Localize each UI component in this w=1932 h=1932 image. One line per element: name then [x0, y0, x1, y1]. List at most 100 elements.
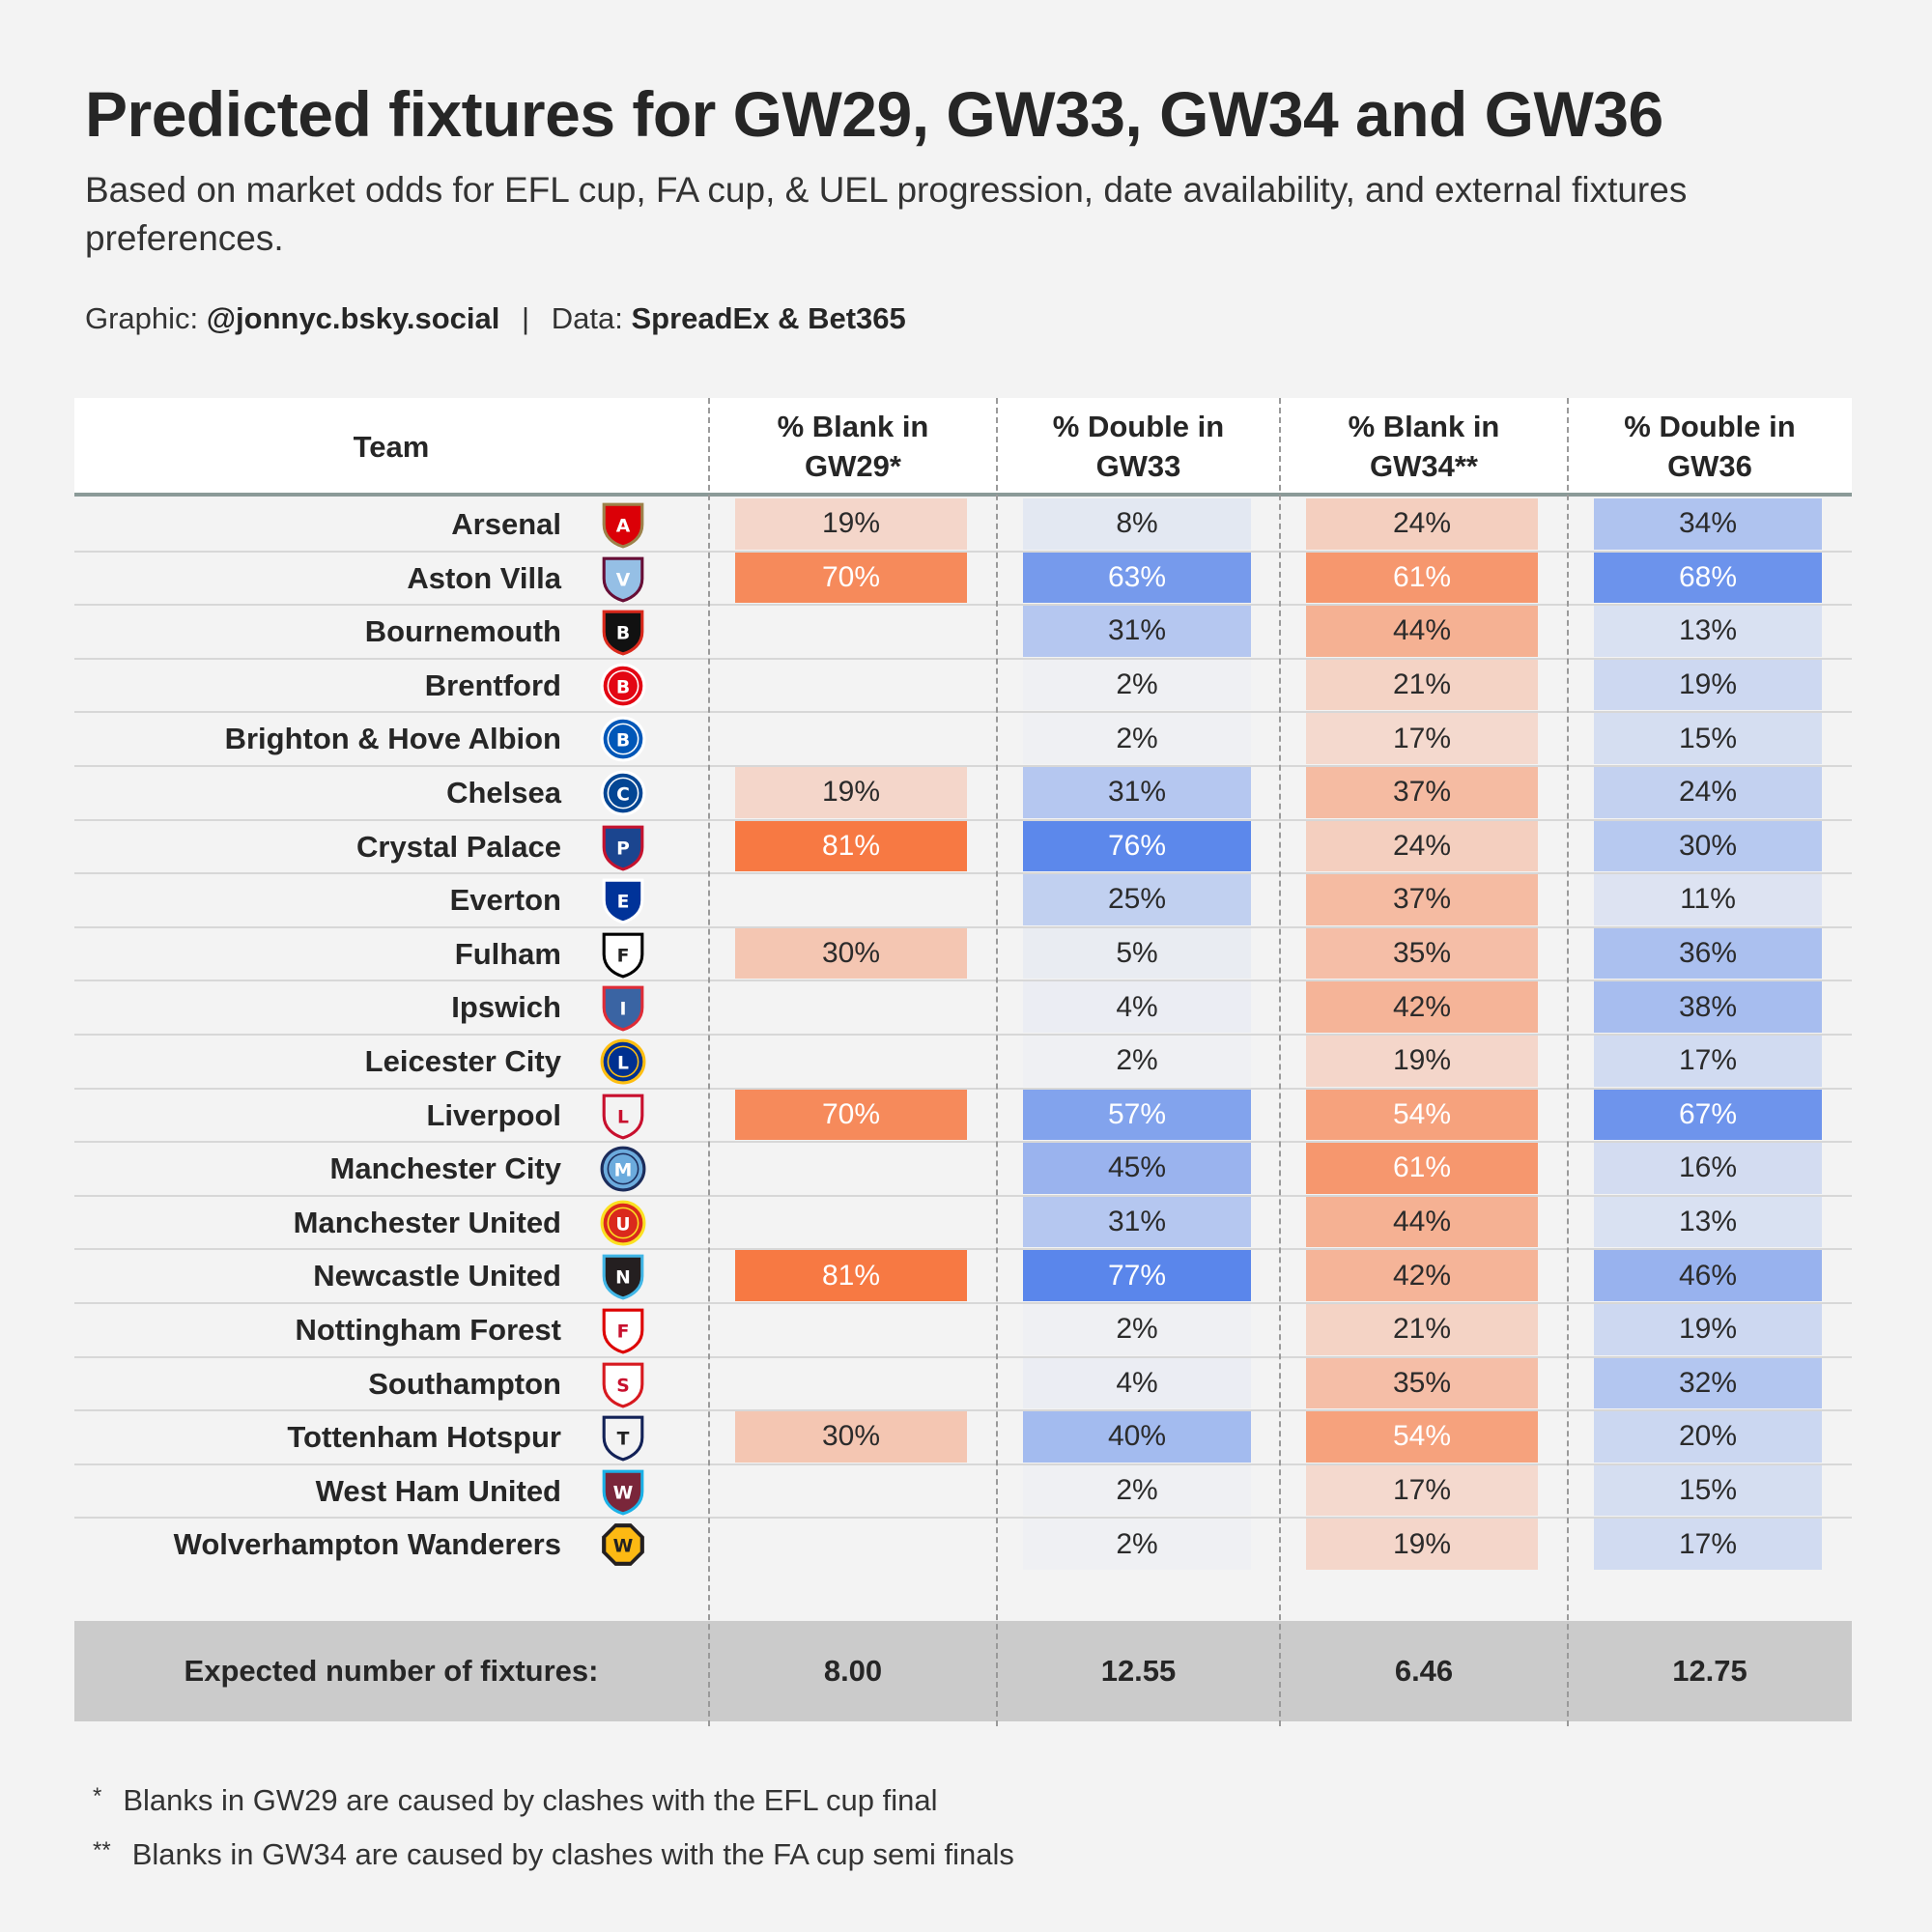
svg-text:A: A [616, 516, 631, 536]
cell-double-gw33: 2% [1023, 713, 1251, 764]
svg-text:W: W [613, 1537, 634, 1557]
footer-value-double-gw33: 12.55 [1100, 1654, 1177, 1688]
cell-double-gw33: 4% [1023, 981, 1251, 1033]
tottenham-crest-icon: T [599, 1413, 647, 1466]
row-divider [74, 1517, 1852, 1520]
column-header-blank-gw29-line1: % Blank in [777, 410, 929, 443]
footnote-1: * Blanks in GW29 are caused by clashes wi… [93, 1783, 938, 1818]
svg-text:M: M [614, 1160, 633, 1180]
svg-text:C: C [616, 784, 630, 805]
cell-double-gw33: 31% [1023, 606, 1251, 657]
cell-double-gw33: 2% [1023, 659, 1251, 711]
team-name: Southampton [368, 1366, 561, 1401]
team-name: Tottenham Hotspur [287, 1420, 561, 1455]
row-divider [74, 1194, 1852, 1197]
nottingham-forest-crest-icon: F [599, 1306, 647, 1359]
row-divider [74, 925, 1852, 928]
brentford-crest-icon: B [599, 662, 647, 715]
team-name: West Ham United [315, 1473, 561, 1508]
svg-text:T: T [617, 1429, 630, 1449]
svg-text:E: E [617, 892, 630, 912]
team-name: Ipswich [451, 990, 561, 1025]
team-name: Crystal Palace [356, 829, 561, 864]
cell-blank-gw29: 81% [735, 820, 967, 872]
svg-text:I: I [620, 1000, 627, 1020]
cell-blank-gw34: 54% [1306, 1411, 1538, 1463]
row-divider [74, 657, 1852, 660]
team-name: Newcastle United [313, 1259, 561, 1293]
column-header-double-gw36-line1: % Double in [1624, 410, 1796, 443]
cell-double-gw33: 2% [1023, 1464, 1251, 1517]
cell-double-gw36: 13% [1594, 606, 1822, 657]
column-header-double-gw33-line2: GW33 [1095, 449, 1181, 483]
footnote-1-text: Blanks in GW29 are caused by clashes wit… [123, 1783, 938, 1817]
cell-double-gw33: 2% [1023, 1304, 1251, 1355]
cell-double-gw36: 67% [1594, 1089, 1822, 1141]
cell-blank-gw34: 19% [1306, 1519, 1538, 1570]
credits-separator: | [522, 301, 530, 335]
footer-value-blank-gw34: 6.46 [1394, 1654, 1454, 1688]
brighton-crest-icon: B [599, 715, 647, 768]
team-name: Bournemouth [364, 614, 561, 649]
table-header-band [74, 398, 1852, 495]
column-header-double-gw33-line1: % Double in [1052, 410, 1225, 443]
team-name: Wolverhampton Wanderers [173, 1527, 561, 1562]
cell-double-gw33: 45% [1023, 1143, 1251, 1194]
cell-blank-gw34: 24% [1306, 498, 1538, 550]
cell-double-gw36: 30% [1594, 820, 1822, 872]
wolves-crest-icon: W [599, 1520, 647, 1574]
footer-value-double-gw36: 12.75 [1672, 1654, 1747, 1688]
svg-text:U: U [615, 1214, 630, 1235]
column-header-blank-gw29-line2: GW29* [805, 449, 901, 483]
cell-double-gw36: 19% [1594, 659, 1822, 711]
row-divider [74, 1355, 1852, 1358]
cell-blank-gw34: 35% [1306, 1357, 1538, 1409]
cell-double-gw36: 16% [1594, 1143, 1822, 1194]
team-name: Aston Villa [407, 560, 561, 595]
cell-double-gw36: 38% [1594, 981, 1822, 1033]
svg-text:N: N [615, 1268, 631, 1289]
cell-blank-gw29: 70% [735, 552, 967, 604]
row-divider [74, 711, 1852, 714]
cell-double-gw36: 46% [1594, 1250, 1822, 1301]
team-name: Leicester City [364, 1044, 561, 1078]
cell-double-gw36: 11% [1594, 874, 1822, 925]
column-header-team: Team [353, 429, 430, 464]
cell-double-gw36: 13% [1594, 1196, 1822, 1248]
page-subtitle: Based on market odds for EFL cup, FA cup… [85, 170, 1688, 258]
team-name: Chelsea [446, 776, 561, 810]
column-header-blank-gw34-line1: % Blank in [1348, 410, 1500, 443]
svg-text:B: B [616, 731, 630, 752]
data-label: Data: [551, 301, 623, 335]
cell-double-gw33: 2% [1023, 1519, 1251, 1570]
team-name: Brighton & Hove Albion [224, 722, 561, 756]
manchester-city-crest-icon: M [599, 1145, 647, 1198]
cell-blank-gw34: 61% [1306, 1143, 1538, 1194]
cell-blank-gw34: 37% [1306, 874, 1538, 925]
cell-double-gw36: 15% [1594, 713, 1822, 764]
cell-blank-gw34: 21% [1306, 1304, 1538, 1355]
chelsea-crest-icon: C [599, 769, 647, 822]
cell-double-gw33: 57% [1023, 1089, 1251, 1141]
team-name: Manchester United [293, 1205, 561, 1239]
cell-double-gw36: 17% [1594, 1036, 1822, 1087]
svg-text:B: B [616, 623, 630, 643]
fulham-crest-icon: F [599, 930, 647, 983]
footnote-1-mark: * [93, 1783, 102, 1809]
footer-label: Expected number of fixtures: [184, 1654, 599, 1688]
cell-blank-gw34: 35% [1306, 927, 1538, 980]
svg-text:B: B [616, 677, 630, 697]
data-source: SpreadEx & Bet365 [631, 301, 906, 335]
cell-double-gw33: 8% [1023, 498, 1251, 550]
cell-double-gw36: 19% [1594, 1304, 1822, 1355]
cell-double-gw33: 25% [1023, 874, 1251, 925]
cell-double-gw36: 24% [1594, 767, 1822, 818]
row-divider [74, 1141, 1852, 1144]
cell-double-gw33: 5% [1023, 927, 1251, 980]
footer-value-blank-gw29: 8.00 [823, 1654, 883, 1688]
column-header-blank-gw29: % Blank in GW29* [709, 398, 997, 495]
svg-text:F: F [617, 1321, 630, 1342]
cell-blank-gw34: 37% [1306, 767, 1538, 818]
west-ham-crest-icon: W [599, 1467, 647, 1520]
svg-text:W: W [613, 1483, 634, 1503]
